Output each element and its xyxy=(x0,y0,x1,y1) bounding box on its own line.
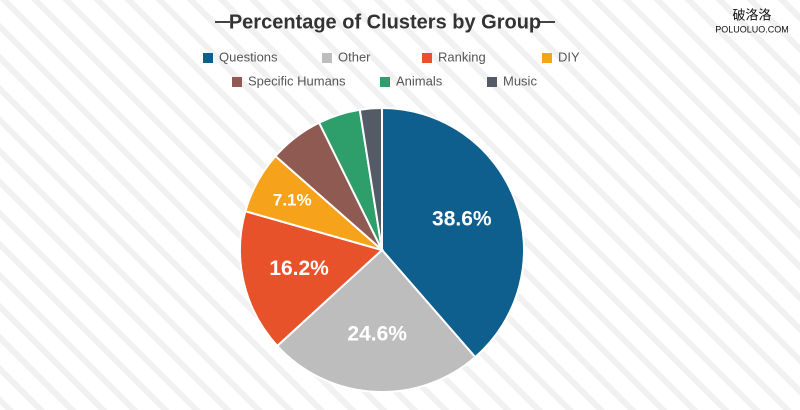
legend-swatch xyxy=(542,53,552,63)
legend-swatch xyxy=(380,77,390,87)
pie-slice xyxy=(275,248,477,393)
data-label: 16.2% xyxy=(269,257,329,280)
data-label: 7.1% xyxy=(273,191,312,210)
legend-label: Animals xyxy=(396,73,443,88)
chart-title: Percentage of Clusters by Group xyxy=(229,11,541,33)
legend-swatch xyxy=(487,77,497,87)
legend-label: Specific Humans xyxy=(248,73,346,88)
legend-label: Music xyxy=(503,73,537,88)
watermark-url: POLUOLUO.COM xyxy=(715,24,789,34)
pie-slice xyxy=(239,210,384,348)
watermark: 破洛洛 xyxy=(732,7,771,22)
pie-slice xyxy=(381,106,525,359)
pie-slice xyxy=(358,106,383,251)
legend-swatch xyxy=(322,53,332,63)
legend-swatch xyxy=(203,53,213,63)
legend-label: Questions xyxy=(219,49,278,64)
data-label: 38.6% xyxy=(432,208,492,231)
legend-swatch xyxy=(232,77,242,87)
data-label: 24.6% xyxy=(347,323,407,346)
legend-swatch xyxy=(422,53,432,63)
legend-label: Ranking xyxy=(438,49,486,64)
legend-label: DIY xyxy=(558,49,580,64)
legend-label: Other xyxy=(338,49,371,64)
